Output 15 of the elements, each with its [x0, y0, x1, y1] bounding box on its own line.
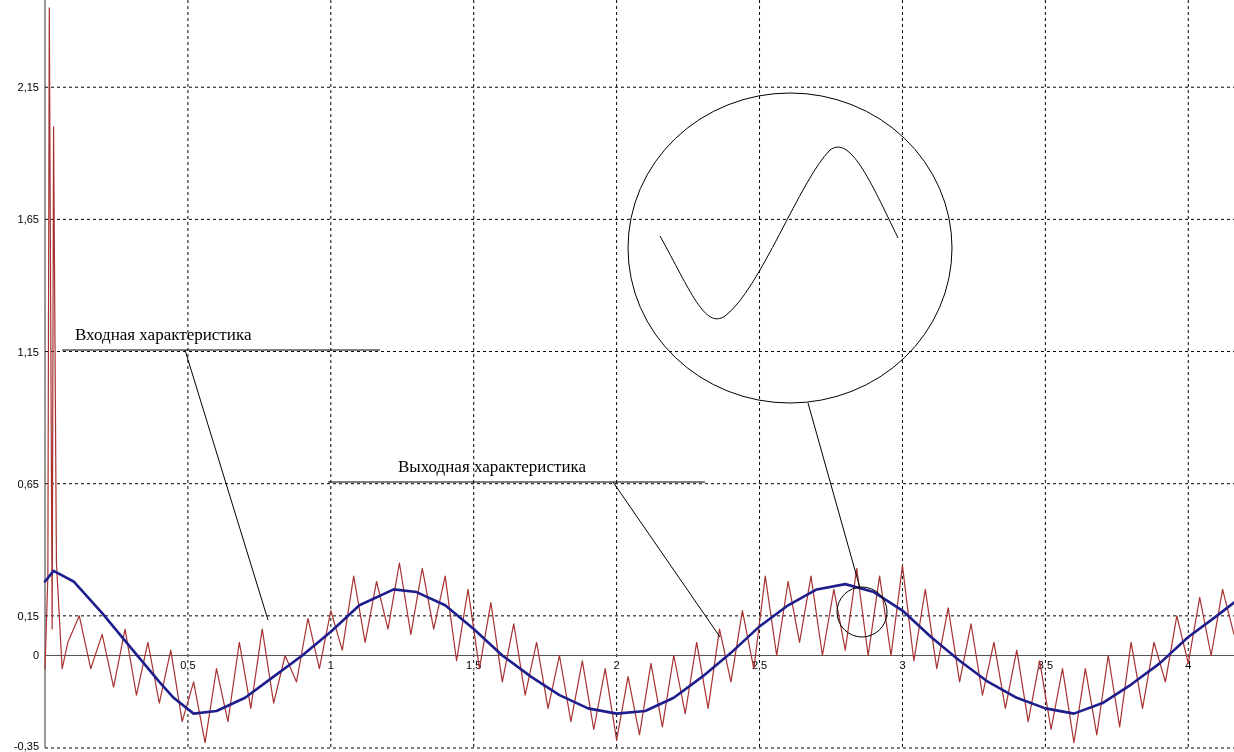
line-series: [44, 7, 1234, 744]
annotation: Выходная характеристика: [398, 457, 587, 476]
annotation: Входная характеристика: [75, 325, 252, 344]
x-tick-label: 2: [613, 659, 620, 672]
x-tick-label: 0,5: [180, 659, 196, 672]
y-tick-label: 1,65: [17, 213, 39, 226]
y-tick-label: 0,65: [17, 477, 39, 490]
y-tick-label: 1,15: [17, 345, 39, 358]
y-tick-label: 2,15: [17, 81, 39, 94]
x-tick-label: 3: [899, 659, 906, 672]
x-tick-label: 1: [327, 659, 334, 672]
y-tick-label: 0,15: [17, 609, 39, 622]
y-tick-label: -0,35: [13, 740, 39, 752]
line-series: [43, 569, 1234, 715]
y-tick-label: 0: [32, 649, 39, 662]
